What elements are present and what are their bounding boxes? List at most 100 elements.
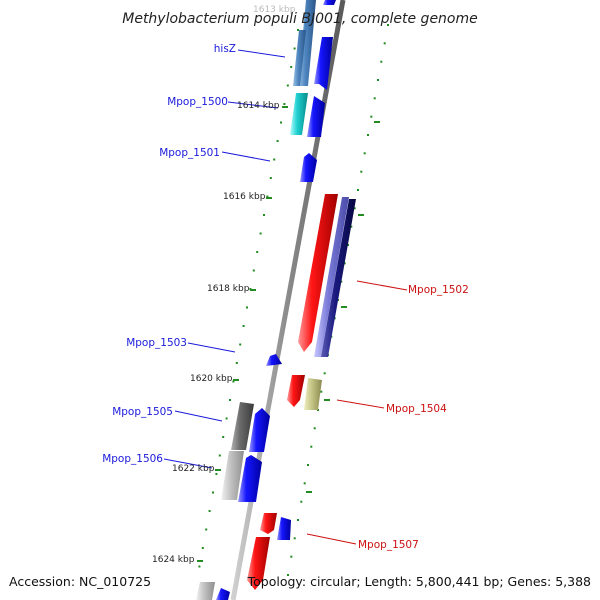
tick-dot: [232, 380, 235, 383]
tick-dot: [218, 454, 221, 457]
feature-top-blue-left: [293, 30, 306, 86]
scale-label-1620: 1620 kbp: [190, 374, 233, 384]
gene-label-mpop-1500: Mpop_1500: [167, 96, 228, 108]
feature-mpop-1501: [300, 153, 317, 182]
tick-dot: [350, 225, 353, 228]
scale-label-1616: 1616 kbp: [223, 192, 266, 202]
tick-dot: [313, 427, 316, 430]
gene-label-mpop-1502: Mpop_1502: [408, 284, 469, 296]
tick-dot: [256, 251, 259, 253]
gene-label-hisz: hisZ: [214, 43, 236, 55]
tick-dot: [286, 84, 289, 87]
feature-mpop-1504-khaki: [304, 378, 322, 410]
tick-dot: [201, 547, 204, 549]
tick-dot: [307, 464, 309, 466]
leader-mpop-1504: [336, 399, 385, 409]
tick-dot: [383, 42, 386, 45]
feature-mpop-1502-red: [298, 194, 338, 352]
feature-mpop-1507-red-2: [247, 537, 270, 590]
gene-label-mpop-1507: Mpop_1507: [358, 539, 419, 551]
leader-mpop-1500: [227, 101, 279, 109]
tick-dot: [205, 528, 208, 531]
leader-mpop-1506: [163, 458, 213, 469]
feature-mpop-1506-blue: [238, 455, 262, 502]
gene-label-mpop-1504: Mpop_1504: [386, 403, 447, 415]
scale-labels: 1613 kbp 1614 kbp 1616 kbp 1618 kbp 1620…: [152, 5, 296, 565]
tick-dot: [310, 445, 313, 448]
tick-dot: [363, 152, 366, 155]
scale-label-1622: 1622 kbp: [172, 464, 215, 474]
tick-dot: [259, 232, 262, 235]
leader-lines: [163, 49, 408, 545]
feature-mpop-1502-purple: [314, 197, 349, 357]
tick-dot: [297, 29, 299, 31]
feature-track: [196, 0, 356, 600]
tick-dot: [242, 325, 245, 327]
tick-dot: [300, 500, 303, 503]
map-title: Methylobacterium populi BJ001, complete …: [122, 11, 478, 27]
tick-dot: [357, 189, 359, 191]
feature-mpop-1500-cyan: [290, 93, 308, 135]
tick-dot: [235, 362, 238, 364]
tick-dot: [287, 574, 289, 576]
tick-dot: [320, 390, 323, 393]
gene-label-mpop-1505: Mpop_1505: [112, 406, 173, 418]
tick-dot: [290, 555, 293, 558]
feature-mpop-1507-red-1: [260, 513, 277, 534]
tick-dot: [367, 134, 369, 136]
tick-dot: [269, 177, 272, 179]
tick-dot: [212, 491, 214, 494]
tick-dot: [276, 140, 279, 142]
tick-dot: [347, 244, 349, 246]
tick-dot: [380, 60, 383, 63]
leader-hisz: [237, 49, 286, 58]
tick-dot: [239, 343, 242, 346]
leader-mpop-1503: [187, 342, 236, 353]
tick-dot: [266, 195, 269, 198]
feature-bottom-gray: [196, 582, 215, 600]
feature-bottom-blue: [216, 588, 230, 600]
tick-dot: [293, 537, 296, 540]
scale-label-1618: 1618 kbp: [207, 284, 250, 294]
leader-mpop-1505: [174, 410, 223, 422]
tick-dot: [246, 306, 248, 309]
gene-labels: hisZ Mpop_1500 Mpop_1501 Mpop_1502 Mpop_…: [102, 43, 469, 551]
feature-mpop-1505-blue: [249, 408, 270, 452]
feature-mpop-1507-blue: [277, 517, 291, 540]
genome-summary-text: Topology: circular; Length: 5,800,441 bp…: [247, 574, 591, 589]
tick-dot: [252, 269, 255, 272]
tick-dot: [297, 519, 299, 521]
tick-dot: [198, 565, 201, 568]
tick-dot: [222, 436, 225, 438]
feature-mpop-1506-gray: [221, 451, 244, 500]
gene-label-mpop-1506: Mpop_1506: [102, 453, 163, 465]
scale-ticks: [197, 106, 380, 562]
feature-top-blue-fwd: [323, 0, 336, 5]
leader-mpop-1501: [221, 151, 271, 162]
scale-label-1624: 1624 kbp: [152, 555, 195, 565]
feature-hisz-inner: [298, 0, 316, 86]
scale-label-1613: 1613 kbp: [253, 5, 296, 15]
tick-dot: [225, 417, 228, 420]
tick-dot: [280, 121, 282, 124]
gene-label-mpop-1503: Mpop_1503: [126, 337, 187, 349]
tick-dot: [273, 158, 276, 161]
tick-dot: [373, 97, 376, 100]
scale-label-1614: 1614 kbp: [237, 101, 280, 111]
tick-dot: [303, 482, 306, 485]
tick-dot: [208, 510, 211, 512]
tick-dot: [290, 66, 293, 68]
accession-text: Accession: NC_010725: [9, 574, 151, 589]
tick-dot: [370, 115, 373, 118]
tick-dot: [263, 214, 265, 216]
feature-mpop-1502-navy: [321, 199, 356, 357]
leader-mpop-1502: [356, 280, 408, 291]
tick-dot: [377, 79, 379, 81]
tick-dot: [283, 103, 286, 105]
tick-dot: [323, 372, 326, 375]
feature-mpop-1505-gray: [231, 402, 254, 450]
tick-dot: [360, 170, 363, 173]
outer-tick-dots: [287, 24, 389, 576]
